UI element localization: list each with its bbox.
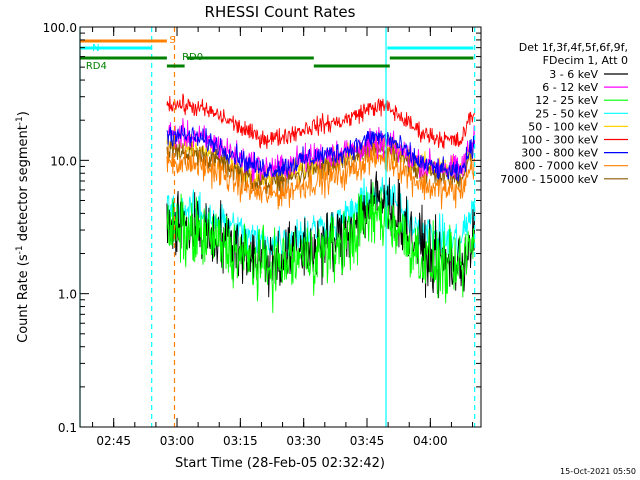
x-tick-label: 03:45 xyxy=(350,434,385,448)
y-tick-label: 1.0 xyxy=(58,288,77,302)
y-axis-title-part: Count Rate (s xyxy=(16,254,31,343)
legend-header-line1: Det 1f,3f,4f,5f,6f,9f, xyxy=(519,41,628,54)
plot-content: S N RD0 RD4 xyxy=(79,27,476,427)
y-axis-title: Count Rate (s-1 detector segment-1) xyxy=(15,111,31,343)
y-axis-title-part: ) xyxy=(16,111,31,116)
legend: Det 1f,3f,4f,5f,6f,9f, FDecim 1, Att 0 3… xyxy=(500,41,628,186)
series-line-800-7000keV xyxy=(166,138,476,210)
flag-label-RD0: RD0 xyxy=(182,52,203,63)
legend-entry-label: 25 - 50 keV xyxy=(535,107,598,120)
flag-bars: S N RD0 RD4 xyxy=(80,35,474,72)
y-tick-label: 0.1 xyxy=(58,421,77,435)
y-axis: 0.1 1.0 10.0 100.0 xyxy=(43,21,481,435)
legend-entry-label: 800 - 7000 keV xyxy=(514,160,598,173)
series-group xyxy=(166,93,476,313)
y-axis-title-superscript: -1 xyxy=(15,116,25,125)
flag-label-RD4: RD4 xyxy=(86,61,107,72)
y-tick-label: 100.0 xyxy=(43,21,77,35)
series-line-100-300keV xyxy=(166,93,476,150)
legend-entry-label: 12 - 25 keV xyxy=(535,94,598,107)
flag-label-S: S xyxy=(169,35,175,46)
y-axis-title-superscript: -1 xyxy=(15,245,25,254)
y-tick-label: 10.0 xyxy=(50,154,77,168)
legend-entry-label: 3 - 6 keV xyxy=(549,68,598,81)
legend-entry-label: 6 - 12 keV xyxy=(542,81,598,94)
x-axis: 02:45 03:00 03:15 03:30 03:45 04:00 xyxy=(92,27,474,448)
chart-title: RHESSI Count Rates xyxy=(205,3,356,21)
x-tick-label: 03:30 xyxy=(286,434,321,448)
x-tick-label: 04:00 xyxy=(413,434,448,448)
legend-entry-label: 100 - 300 keV xyxy=(521,134,598,147)
flag-label-N: N xyxy=(92,43,99,54)
x-tick-label: 03:15 xyxy=(223,434,258,448)
series-line-300-800keV xyxy=(166,125,475,182)
legend-entry-label: 300 - 800 keV xyxy=(521,147,598,160)
plot-frame xyxy=(79,26,482,428)
x-tick-label: 03:00 xyxy=(160,434,195,448)
x-tick-label: 02:45 xyxy=(96,434,131,448)
y-axis-title-part: detector segment xyxy=(16,125,31,245)
legend-header-line2: FDecim 1, Att 0 xyxy=(543,54,628,67)
footer-timestamp: 15-Oct-2021 05:50 xyxy=(560,467,636,476)
series-line-12-25keV xyxy=(166,182,476,313)
legend-entry-label: 50 - 100 keV xyxy=(528,120,598,133)
legend-entry-label: 7000 - 15000 keV xyxy=(500,173,598,186)
series-line-6-12keV xyxy=(166,118,476,182)
x-axis-title: Start Time (28-Feb-05 02:32:42) xyxy=(175,456,385,471)
